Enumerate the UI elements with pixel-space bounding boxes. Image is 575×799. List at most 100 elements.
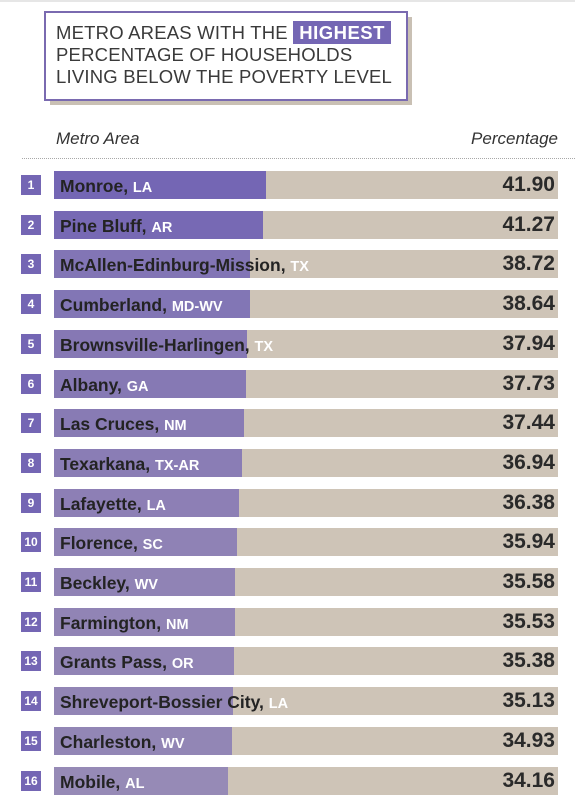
title-line-3: LIVING BELOW THE POVERTY LEVEL — [56, 66, 393, 87]
metro-name: Cumberland, — [60, 295, 172, 316]
rank-badge: 14 — [21, 691, 41, 712]
rank-badge: 11 — [21, 572, 41, 592]
bar-fill — [54, 568, 235, 596]
percentage-value: 35.58 — [502, 570, 555, 593]
state-code: AR — [151, 219, 173, 236]
bar-fill — [54, 528, 237, 557]
state-code: NM — [164, 418, 187, 435]
rank-badge: 12 — [21, 611, 41, 632]
bar-fill — [54, 647, 234, 676]
metro-name: McAllen-Edinburg-Mission, — [60, 255, 291, 276]
rank-badge: 8 — [21, 452, 41, 473]
bar-track — [54, 726, 558, 755]
rank-badge: 13 — [21, 651, 41, 672]
bar-row: 6 Albany, GA 37.73 — [0, 369, 575, 398]
metro-label: Albany, GA — [60, 370, 149, 398]
bar-track — [54, 607, 558, 636]
metro-name: Shreveport-Bossier City, — [60, 692, 269, 713]
bar-fill — [54, 448, 242, 477]
metro-label: Las Cruces, NM — [60, 409, 187, 437]
bar-row: 8 Texarkana, TX-AR 36.94 — [0, 448, 575, 477]
metro-label: Charleston, WV — [60, 727, 185, 755]
metro-label: Cumberland, MD-WV — [60, 290, 223, 318]
bar-track — [54, 766, 558, 795]
rank-badge: 1 — [21, 175, 41, 195]
bar-row: 9 Lafayette, LA 36.38 — [0, 488, 575, 517]
percentage-value: 41.90 — [502, 173, 555, 196]
bar-fill — [54, 369, 246, 398]
bar-row: 14 Shreveport-Bossier City, LA 35.13 — [0, 687, 575, 716]
bar-track — [54, 329, 558, 358]
bar-track — [54, 647, 558, 676]
metro-label: Brownsville-Harlingen, TX — [60, 330, 273, 358]
bar-track — [54, 568, 558, 596]
metro-name: Monroe, — [60, 176, 133, 196]
bar-track — [54, 528, 558, 557]
metro-label: Beckley, WV — [60, 568, 158, 596]
metro-name: Texarkana, — [60, 453, 156, 474]
metro-name: Las Cruces, — [60, 414, 165, 435]
metro-name: Lafayette, — [60, 493, 147, 514]
bar-track — [54, 210, 558, 239]
bar-fill — [54, 687, 233, 716]
bar-fill — [54, 409, 245, 438]
title-line-2: PERCENTAGE OF HOUSEHOLDS — [56, 44, 353, 65]
state-code: TX — [290, 259, 309, 276]
state-code: AL — [125, 775, 145, 792]
bar-fill — [54, 250, 251, 279]
metro-name: Brownsville-Harlingen, — [60, 334, 255, 355]
state-code: MD-WV — [171, 299, 223, 316]
bar-fill — [54, 210, 263, 239]
state-code: TX — [254, 338, 274, 355]
rank-badge: 6 — [21, 373, 41, 394]
percentage-value: 41.27 — [502, 212, 555, 236]
state-code: WV — [134, 577, 158, 593]
percentage-value: 36.38 — [502, 490, 555, 514]
bar-row: 11 Beckley, WV 35.58 — [0, 568, 575, 596]
bar-track — [54, 687, 558, 716]
percentage-value: 34.93 — [502, 728, 555, 752]
rank-badge: 9 — [21, 492, 41, 513]
rank-badge: 2 — [21, 214, 41, 235]
bar-fill — [54, 329, 247, 358]
bar-fill — [54, 290, 250, 319]
bar-row: 1 Monroe, LA 41.90 — [0, 171, 575, 199]
metro-name: Farmington, — [60, 612, 166, 633]
percentage-value: 36.94 — [502, 450, 555, 474]
bar-track — [54, 171, 558, 199]
metro-name: Albany, — [60, 374, 127, 395]
bar-track — [54, 409, 558, 438]
metro-label: Grants Pass, OR — [60, 647, 194, 675]
percentage-value: 35.94 — [502, 530, 555, 554]
metro-name: Pine Bluff, — [60, 215, 152, 236]
title-line-1-text: METRO AREAS WITH THE — [56, 22, 288, 43]
bar-track — [54, 369, 558, 398]
metro-label: Monroe, LA — [60, 171, 152, 199]
metro-name: Charleston, — [60, 731, 162, 752]
percentage-value: 38.72 — [502, 252, 555, 276]
state-code: NM — [165, 616, 189, 633]
bar-row: 15 Charleston, WV 34.93 — [0, 726, 575, 755]
bar-row: 4 Cumberland, MD-WV 38.64 — [0, 290, 575, 319]
bar-row: 16 Mobile, AL 34.16 — [0, 766, 575, 795]
rank-badge: 4 — [21, 294, 41, 315]
percentage-value: 34.16 — [502, 768, 555, 792]
header-dotted-divider — [22, 158, 575, 159]
chart-title: METRO AREAS WITH THE HIGHEST PERCENTAGE … — [44, 11, 408, 101]
metro-label: Shreveport-Bossier City, LA — [60, 687, 288, 715]
percentage-value: 38.64 — [502, 292, 555, 316]
bar-fill — [54, 766, 228, 795]
percentage-value: 37.44 — [502, 411, 555, 435]
bar-row: 7 Las Cruces, NM 37.44 — [0, 409, 575, 438]
bar-fill — [54, 488, 239, 517]
metro-label: Farmington, NM — [60, 608, 189, 636]
percentage-value: 35.38 — [502, 649, 555, 673]
metro-name: Grants Pass, — [60, 652, 172, 673]
state-code: GA — [126, 378, 149, 395]
bar-row: 12 Farmington, NM 35.53 — [0, 607, 575, 636]
column-header-percentage: Percentage — [471, 129, 558, 148]
state-code: OR — [171, 656, 194, 673]
bar-track — [54, 290, 558, 319]
title-card: METRO AREAS WITH THE HIGHEST PERCENTAGE … — [44, 11, 412, 105]
